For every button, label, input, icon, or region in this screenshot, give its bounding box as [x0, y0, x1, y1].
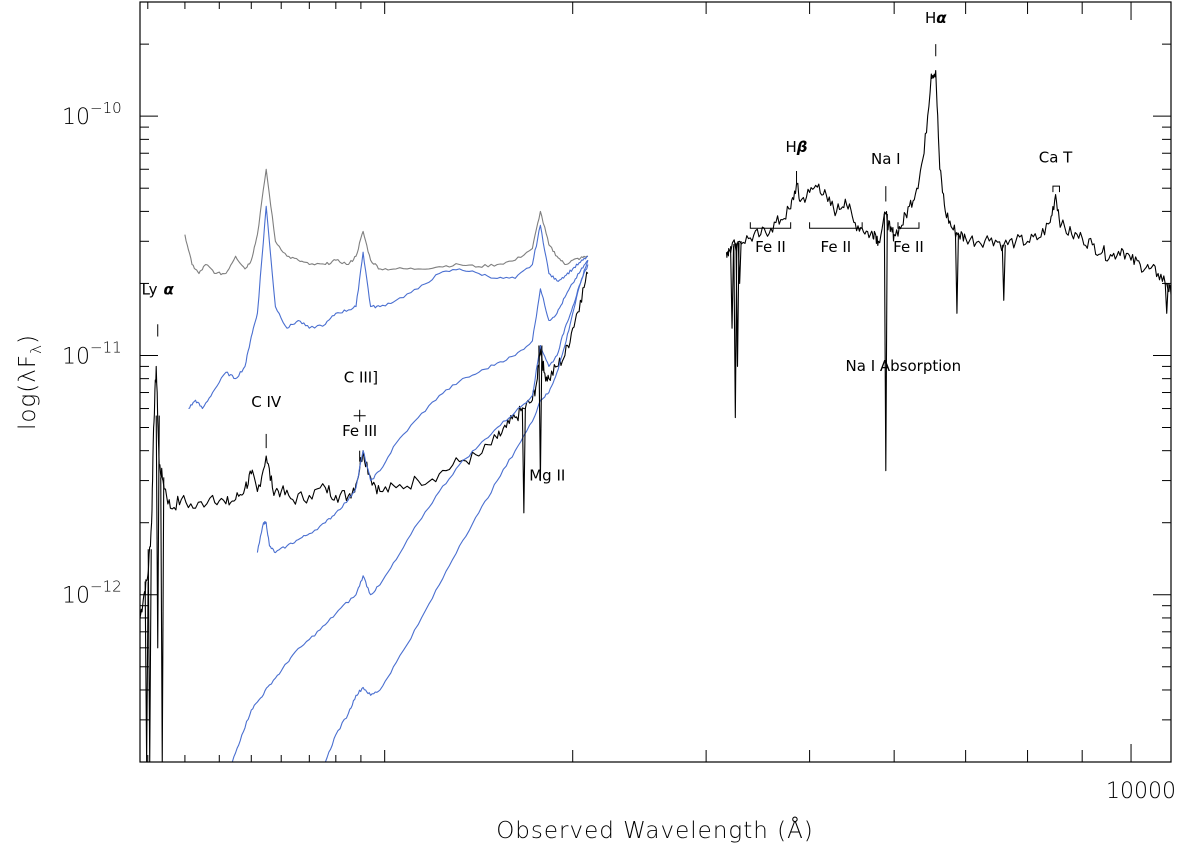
line-label-1: C IV	[251, 393, 282, 411]
bracket-label-1: Fe II	[821, 238, 852, 256]
line-label-2: C III]	[344, 369, 378, 387]
y-tick-label-base: 10	[62, 584, 90, 609]
line-label-4: Mg II	[529, 467, 565, 485]
absorption-dip-1	[147, 549, 152, 763]
line-label-text: Na I Absorption	[846, 357, 962, 375]
line-label-6: Na I	[871, 150, 901, 168]
x-axis-label: Observed Wavelength (Å)	[496, 817, 814, 844]
line-label-0: Ly α	[142, 280, 175, 298]
absorption-dip-12	[1001, 244, 1006, 301]
line-label-text: H	[925, 9, 936, 27]
y-tick-label-base: 10	[62, 344, 90, 369]
absorption-dip-9	[737, 241, 742, 284]
y-tick-label-exponent: −10	[90, 99, 122, 117]
x-tick-label-0: 10000	[1106, 779, 1176, 804]
absorption-dip-3	[160, 477, 165, 763]
line-label-text: C III]	[344, 369, 378, 387]
spectrum-series-0-segment-1	[725, 70, 1172, 295]
spectrum-series-0-segment-0	[139, 271, 589, 619]
plot-frame	[139, 1, 1172, 763]
spectrum-series-2-segment-3	[324, 260, 589, 763]
spectrum-series-2-segment-1	[256, 259, 589, 554]
y-axis-label-close: )	[15, 334, 41, 344]
absorption-dip-2	[155, 415, 160, 649]
spectrum-series-1-segment-0	[184, 168, 588, 276]
line-label-9: Na I Absorption	[846, 357, 962, 375]
absorption-dip-0	[144, 581, 149, 763]
line-label-text: C IV	[251, 393, 282, 411]
y-tick-label-exponent: −11	[90, 338, 122, 356]
feii-bracket-3	[1052, 185, 1060, 193]
y-tick-label-base: 10	[62, 105, 90, 130]
absorption-dip-6	[729, 246, 735, 329]
line-label-7: Hα	[925, 9, 947, 27]
feii-bracket-1	[809, 222, 863, 229]
bracket-label-2: Fe II	[893, 238, 924, 256]
line-label-8: Ca T	[1039, 149, 1073, 167]
y-axis-label-sub: λ	[27, 344, 45, 354]
line-label-3: Fe III	[342, 422, 377, 440]
line-label-text: Ly	[142, 280, 158, 298]
series-layer	[139, 70, 1172, 763]
line-label-greek: α	[936, 9, 947, 27]
spectrum-series-2-segment-0	[188, 205, 589, 410]
line-label-text: H	[786, 138, 797, 156]
absorption-dip-4	[521, 408, 526, 514]
feii-bracket-2	[897, 222, 920, 229]
line-label-text: Fe III	[342, 422, 377, 440]
line-label-greek: β	[796, 138, 808, 156]
y-tick-label-0: 10−10	[62, 99, 122, 130]
y-tick-label-exponent: −12	[90, 578, 122, 596]
absorption-dip-5	[538, 345, 543, 482]
line-label-text: Ca T	[1039, 149, 1073, 167]
line-label-5: Hβ	[786, 138, 808, 156]
blend-plus-marker	[353, 409, 366, 422]
bracket-label-0: Fe II	[755, 238, 786, 256]
absorption-dip-11	[954, 232, 959, 314]
ticks-layer	[140, 1, 1171, 763]
y-tick-label-1: 10−11	[62, 338, 122, 369]
spectrum-series-2-segment-2	[231, 264, 589, 763]
line-label-text: Mg II	[529, 467, 565, 485]
y-tick-label-2: 10−12	[62, 578, 122, 609]
y-axis-label-main: log(λF	[15, 354, 41, 430]
line-label-text: Na I	[871, 150, 901, 168]
absorption-dip-10	[883, 214, 888, 472]
absorption-dip-8	[735, 242, 740, 367]
y-axis-label: log(λFλ)	[15, 334, 45, 430]
feii-bracket-0	[749, 222, 792, 229]
absorption-dip-13	[1164, 283, 1169, 314]
line-label-greek: α	[164, 280, 175, 298]
